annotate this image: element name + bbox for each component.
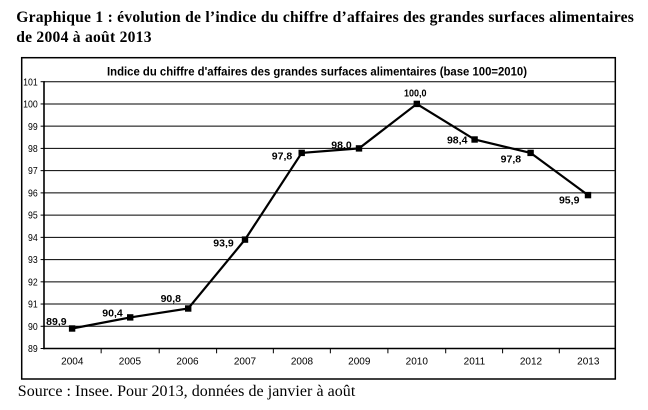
svg-text:93: 93: [28, 254, 38, 266]
svg-text:101: 101: [23, 76, 38, 88]
svg-text:2008: 2008: [291, 357, 314, 368]
svg-text:90: 90: [28, 321, 38, 333]
svg-text:92: 92: [28, 276, 38, 288]
svg-text:93,9: 93,9: [213, 238, 234, 250]
svg-text:Indice du chiffre d'affaires d: Indice du chiffre d'affaires des grandes…: [107, 65, 527, 79]
svg-text:90,8: 90,8: [161, 293, 182, 305]
svg-text:89: 89: [28, 343, 38, 355]
svg-text:94: 94: [28, 232, 38, 244]
svg-text:2012: 2012: [520, 357, 543, 368]
svg-text:97,8: 97,8: [501, 154, 522, 166]
svg-text:98,4: 98,4: [447, 135, 468, 147]
svg-text:99: 99: [28, 121, 38, 133]
svg-text:98: 98: [28, 143, 38, 155]
svg-text:90,4: 90,4: [102, 307, 123, 319]
svg-text:97,8: 97,8: [272, 150, 293, 162]
svg-text:2006: 2006: [176, 357, 199, 368]
svg-text:2013: 2013: [577, 357, 600, 368]
svg-text:100,0: 100,0: [404, 87, 427, 99]
svg-text:2004: 2004: [61, 357, 84, 368]
svg-text:91: 91: [28, 299, 38, 311]
svg-text:97: 97: [28, 165, 38, 177]
svg-text:2009: 2009: [348, 357, 371, 368]
svg-text:98,0: 98,0: [331, 139, 352, 151]
svg-text:2010: 2010: [406, 357, 429, 368]
svg-text:100: 100: [23, 99, 38, 111]
svg-text:2011: 2011: [464, 357, 486, 368]
svg-text:2007: 2007: [234, 357, 257, 368]
svg-text:89,9: 89,9: [46, 316, 67, 328]
svg-text:95: 95: [28, 210, 38, 222]
svg-text:96: 96: [28, 188, 38, 200]
svg-text:2005: 2005: [119, 357, 142, 368]
svg-text:95,9: 95,9: [559, 195, 580, 207]
